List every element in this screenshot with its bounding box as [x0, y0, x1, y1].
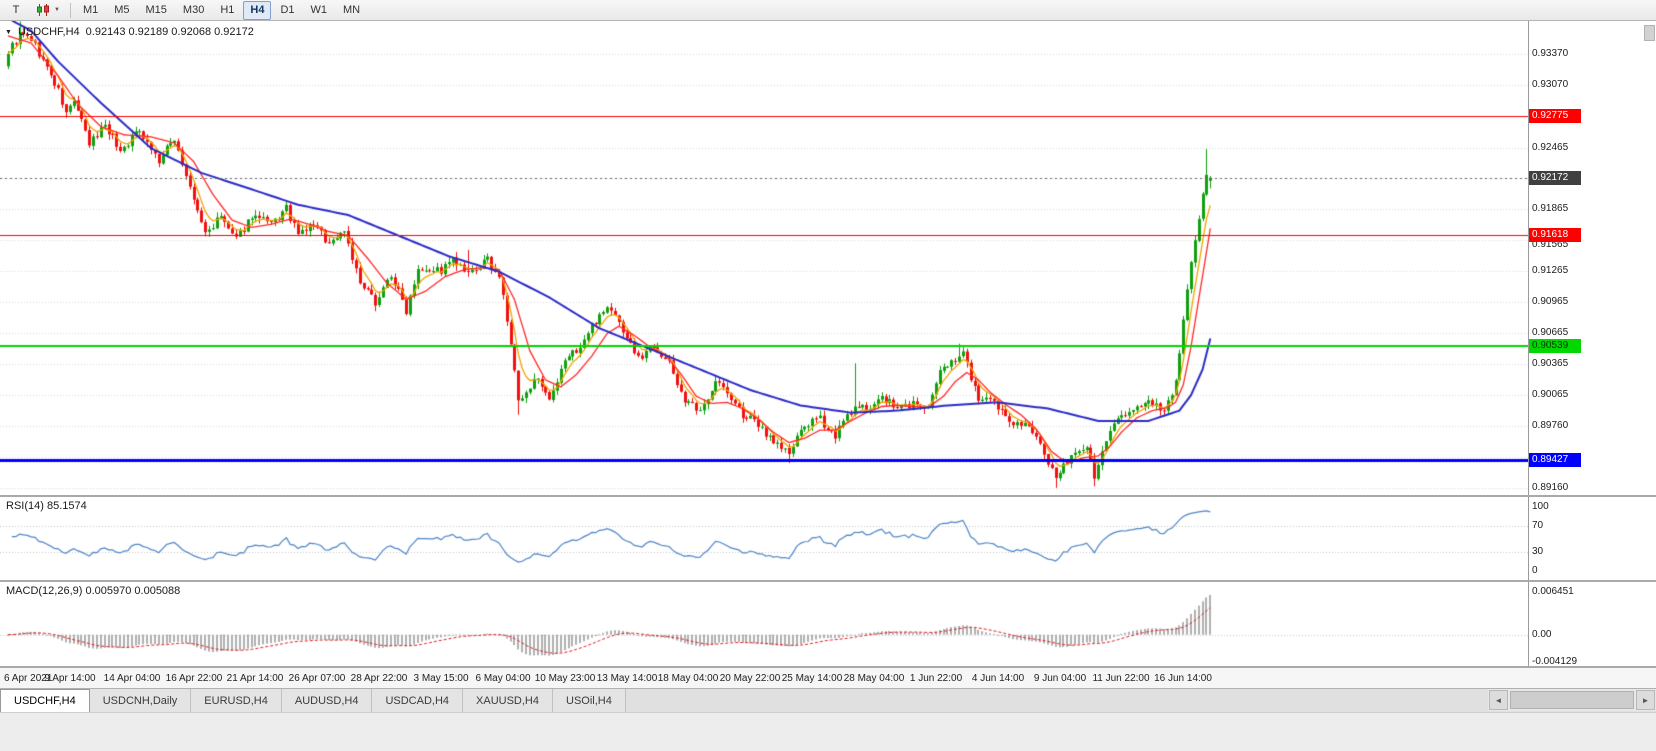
scroll-right-icon[interactable]: ►	[1636, 690, 1655, 710]
time-axis-label: 6 May 04:00	[475, 673, 531, 684]
pane-splitter-main-rsi[interactable]	[0, 495, 1656, 497]
price-axis-border	[1528, 21, 1529, 668]
time-axis-label: 9 Apr 14:00	[44, 673, 96, 684]
chart-tab-usdcad-h4[interactable]: USDCAD,H4	[372, 689, 464, 712]
price-tick-label: 0.91865	[1532, 203, 1569, 214]
time-axis-label: 16 Apr 22:00	[165, 673, 223, 684]
chart-symbol-period: USDCHF,H4	[17, 26, 80, 38]
rsi-axis-label: 100	[1532, 501, 1549, 512]
scrollbar-thumb[interactable]	[1510, 691, 1634, 709]
chart-tab-usdchf-h4[interactable]: USDCHF,H4	[0, 689, 90, 712]
price-tick-label: 0.93370	[1532, 48, 1569, 59]
caret-down-icon: ▼	[54, 7, 60, 13]
toolbar-separator	[69, 2, 71, 18]
rsi-axis-label: 0	[1532, 565, 1538, 576]
rsi-axis-label: 30	[1532, 546, 1544, 557]
time-axis-label: 21 Apr 14:00	[226, 673, 284, 684]
time-axis-label: 16 Jun 14:00	[1154, 673, 1212, 684]
time-axis-label: 20 May 22:00	[719, 673, 781, 684]
chart-tab-usdcnh-daily[interactable]: USDCNH,Daily	[89, 689, 192, 712]
period-button-D1[interactable]: D1	[280, 4, 295, 16]
time-axis-label: 14 Apr 04:00	[103, 673, 161, 684]
period-button-M30[interactable]: M30	[182, 4, 205, 16]
period-button-M15[interactable]: M15	[145, 4, 167, 16]
time-axis-label: 25 May 14:00	[781, 673, 843, 684]
chart-tab-eurusd-h4[interactable]: EURUSD,H4	[191, 689, 282, 712]
scroll-up-button[interactable]	[1644, 25, 1655, 41]
price-tick-label: 0.92465	[1532, 142, 1569, 153]
status-strip	[0, 712, 1656, 751]
chart-title: ▼ USDCHF,H4 0.92143 0.92189 0.92068 0.92…	[5, 26, 254, 38]
horizontal-scrollbar: ◄ ►	[1488, 689, 1656, 711]
time-axis-label: 6 Apr 2021	[4, 673, 53, 684]
chart-tab-audusd-h4[interactable]: AUDUSD,H4	[281, 689, 373, 712]
time-axis-label: 13 May 14:00	[596, 673, 658, 684]
price-line-label: 0.92775	[1529, 109, 1581, 123]
price-line-label: 0.91618	[1529, 228, 1581, 242]
time-axis[interactable]	[0, 668, 1656, 688]
timeframe-toolbar: T ▼ M1 M5 M15 M30 H1 H4 D1 W1 MN	[0, 0, 1656, 21]
macd-axis-label: 0.006451	[1532, 586, 1574, 597]
time-axis-label: 4 Jun 14:00	[971, 673, 1025, 684]
chart-tab-xauusd-h4[interactable]: XAUUSD,H4	[463, 689, 553, 712]
pane-splitter-macd-timeaxis[interactable]	[0, 666, 1656, 668]
toolbar-grip-button[interactable]: T	[12, 4, 20, 16]
candlestick-chart-icon	[37, 4, 49, 16]
time-axis-label: 18 May 04:00	[657, 673, 719, 684]
time-axis-label: 3 May 15:00	[413, 673, 469, 684]
chart-menu-triangle-icon[interactable]: ▼	[5, 28, 12, 36]
price-tick-label: 0.90665	[1532, 327, 1569, 338]
pane-splitter-rsi-macd[interactable]	[0, 580, 1656, 582]
price-tick-label: 0.90365	[1532, 358, 1569, 369]
chart-tab-usoil-h4[interactable]: USOil,H4	[553, 689, 626, 712]
time-axis-label: 26 Apr 07:00	[288, 673, 346, 684]
period-button-W1[interactable]: W1	[310, 4, 328, 16]
price-tick-label: 0.93070	[1532, 79, 1569, 90]
price-tick-label: 0.90965	[1532, 296, 1569, 307]
period-buttons-group: M1 M5 M15 M30 H1 H4 D1 W1 MN	[75, 0, 368, 20]
price-line-label: 0.89427	[1529, 453, 1581, 467]
time-axis-label: 11 Jun 22:00	[1092, 673, 1150, 684]
chart-tabs-bar: USDCHF,H4 USDCNH,Daily EURUSD,H4 AUDUSD,H4 U…	[0, 688, 1656, 712]
current-price-label: 0.92172	[1529, 171, 1581, 185]
price-line-label: 0.90539	[1529, 339, 1581, 353]
rsi-axis-label: 70	[1532, 520, 1544, 531]
period-button-H1[interactable]: H1	[220, 4, 235, 16]
time-axis-label: 9 Jun 04:00	[1033, 673, 1087, 684]
rsi-pane-canvas[interactable]	[0, 497, 1528, 580]
rsi-indicator-label: RSI(14) 85.1574	[6, 500, 87, 512]
macd-axis-label: -0.004129	[1532, 656, 1578, 667]
time-axis-label: 10 May 23:00	[534, 673, 596, 684]
price-tick-label: 0.91565	[1532, 239, 1569, 250]
price-tick-label: 0.90065	[1532, 389, 1569, 400]
macd-pane-canvas[interactable]	[0, 582, 1528, 666]
price-tick-label: 0.91265	[1532, 265, 1569, 276]
period-button-MN[interactable]: MN	[343, 4, 361, 16]
time-axis-label: 28 Apr 22:00	[350, 673, 408, 684]
macd-axis-label: 0.00	[1532, 629, 1552, 640]
macd-indicator-label: MACD(12,26,9) 0.005970 0.005088	[6, 585, 181, 597]
price-tick-label: 0.89760	[1532, 420, 1569, 431]
chart-ohlc-values: 0.92143 0.92189 0.92068 0.92172	[85, 26, 254, 38]
period-button-M5[interactable]: M5	[114, 4, 130, 16]
time-axis-label: 1 Jun 22:00	[909, 673, 963, 684]
time-axis-label: 28 May 04:00	[843, 673, 905, 684]
scroll-left-icon[interactable]: ◄	[1489, 690, 1508, 710]
chart-type-button[interactable]: ▼	[31, 1, 65, 20]
period-button-M1[interactable]: M1	[82, 4, 99, 16]
main-chart-canvas[interactable]	[0, 21, 1528, 494]
period-button-H4[interactable]: H4	[243, 0, 272, 20]
price-tick-label: 0.89160	[1532, 482, 1569, 493]
